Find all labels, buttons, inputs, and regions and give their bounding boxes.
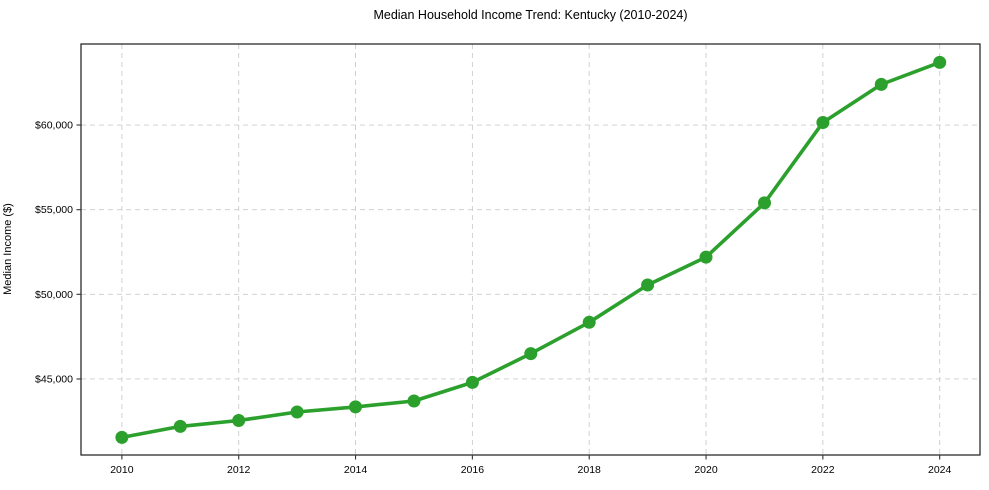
data-point (699, 250, 713, 264)
data-point (582, 315, 596, 329)
trend-line (120, 60, 942, 440)
y-tick-label: $50,000 (35, 289, 73, 301)
data-point (758, 196, 771, 210)
data-point (407, 394, 421, 408)
x-tick-label: 2020 (694, 464, 718, 476)
data-point (232, 414, 246, 427)
data-point (349, 400, 362, 414)
y-tick-label: $45,000 (35, 373, 73, 385)
data-point (290, 405, 304, 419)
x-tick-label: 2024 (928, 464, 952, 476)
data-point (115, 430, 129, 444)
data-point (465, 375, 479, 389)
y-tick-label: $60,000 (35, 120, 73, 132)
chart-title: Median Household Income Trend: Kentucky … (373, 8, 688, 22)
x-tick-label: 2012 (227, 464, 251, 476)
x-tick-label: 2010 (110, 464, 134, 476)
data-point (933, 55, 947, 69)
data-point (816, 116, 830, 129)
x-tick-label: 2016 (461, 464, 485, 476)
x-tick-label: 2014 (344, 464, 368, 476)
data-point (874, 77, 888, 91)
y-tick-label: $55,000 (35, 204, 73, 216)
data-point (641, 278, 655, 292)
x-tick-label: 2022 (811, 464, 835, 476)
data-point (173, 419, 187, 433)
plot-frame (80, 43, 981, 456)
data-point (524, 347, 538, 361)
x-tick-label: 2018 (578, 464, 602, 476)
